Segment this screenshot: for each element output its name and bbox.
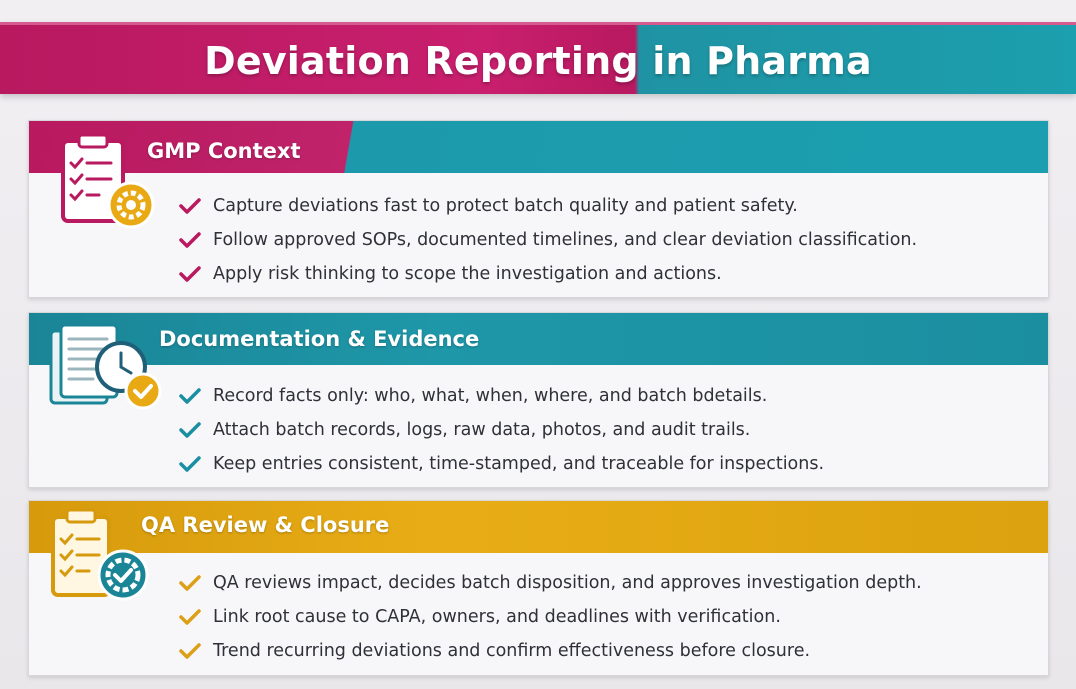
- section-title: Documentation & Evidence: [159, 327, 480, 351]
- checkmark-icon: [179, 388, 201, 404]
- bullet-text: Apply risk thinking to scope the investi…: [213, 264, 722, 284]
- checkmark-icon: [179, 232, 201, 248]
- bullet-text: Follow approved SOPs, documented timelin…: [213, 230, 918, 250]
- checkmark-icon: [179, 643, 201, 659]
- checkmark-icon: [179, 575, 201, 591]
- section-title: QA Review & Closure: [141, 513, 390, 537]
- bullet-text: QA reviews impact, decides batch disposi…: [213, 573, 922, 593]
- checkmark-icon: [179, 198, 201, 214]
- checkmark-icon: [179, 422, 201, 438]
- section-documentation-evidence: Documentation & Evidence Record facts on…: [28, 312, 1049, 488]
- checkmark-icon: [179, 266, 201, 282]
- bullet-text: Record facts only: who, what, when, wher…: [213, 386, 768, 406]
- section-gmp-context: GMP Context Capture deviations fast to p…: [28, 120, 1049, 298]
- bullet-text: Attach batch records, logs, raw data, ph…: [213, 420, 751, 440]
- bullet-text: Keep entries consistent, time-stamped, a…: [213, 454, 825, 474]
- bullet-text: Link root cause to CAPA, owners, and dea…: [213, 607, 781, 627]
- page-title: Deviation Reporting in Pharma: [204, 39, 872, 83]
- section-qa-review-closure: QA Review & Closure QA reviews impact, d…: [28, 500, 1049, 676]
- title-banner: Deviation Reporting in Pharma: [0, 22, 1076, 94]
- bullet-text: Trend recurring deviations and confirm e…: [213, 641, 811, 661]
- checkmark-icon: [179, 456, 201, 472]
- section-title: GMP Context: [147, 139, 301, 163]
- clipboard-gear-icon: [59, 133, 159, 233]
- checkmark-icon: [179, 609, 201, 625]
- bullet-text: Capture deviations fast to protect batch…: [213, 196, 798, 216]
- section-header: [29, 313, 1048, 365]
- section-header: [29, 121, 1048, 173]
- clipboard-gear-check-icon: [49, 507, 159, 603]
- documents-clock-check-icon: [47, 321, 167, 413]
- section-header: [29, 501, 1048, 553]
